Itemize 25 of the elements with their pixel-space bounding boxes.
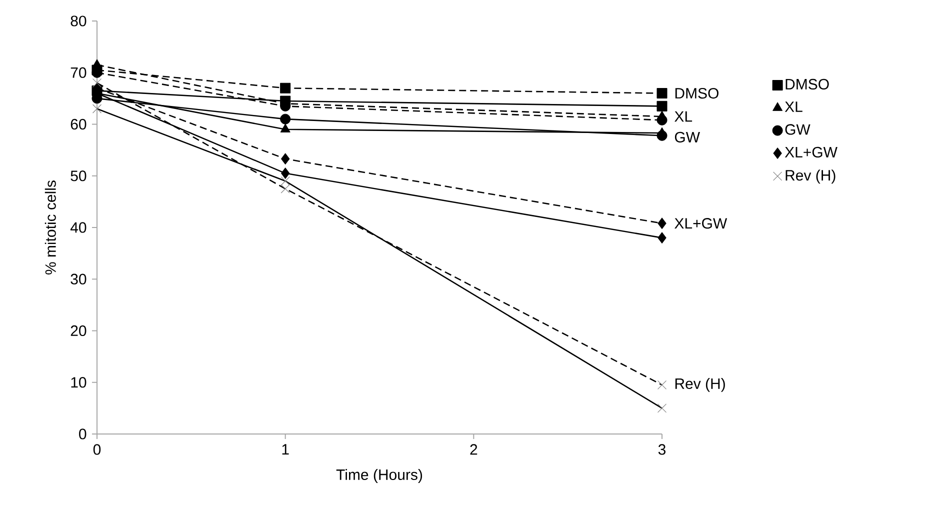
y-tick-label: 70 xyxy=(70,67,86,78)
x-axis-title: Time (Hours) xyxy=(336,469,422,483)
x-tick-label: 1 xyxy=(282,444,289,455)
y-tick-label: 10 xyxy=(71,377,86,388)
y-tick-label: 50 xyxy=(70,170,86,182)
x-tick-label: 0 xyxy=(93,444,101,455)
legend-label: XL+GW xyxy=(784,146,838,158)
legend-label: Rev (H) xyxy=(786,170,836,184)
y-tick-label: 20 xyxy=(70,325,86,336)
legend-label: XL xyxy=(784,102,802,112)
y-tick-label: 0 xyxy=(79,428,86,440)
text: GW xyxy=(674,132,700,142)
text: XL xyxy=(674,111,692,122)
x-tick-label: 3 xyxy=(658,444,666,455)
text: DMSO xyxy=(675,88,718,99)
y-tick-label: 40 xyxy=(70,222,86,233)
text: XL+GW xyxy=(674,218,728,229)
legend-label: GW xyxy=(785,124,810,135)
x-tick-label: 2 xyxy=(470,444,478,455)
legend-label: DMSO xyxy=(786,78,829,90)
y-tick-label: 60 xyxy=(70,118,86,130)
text: Rev (H) xyxy=(675,378,725,392)
y-tick-label: 30 xyxy=(70,274,86,284)
y-axis-title: % mitotic cells xyxy=(44,180,56,274)
y-tick-label: 80 xyxy=(70,16,86,26)
